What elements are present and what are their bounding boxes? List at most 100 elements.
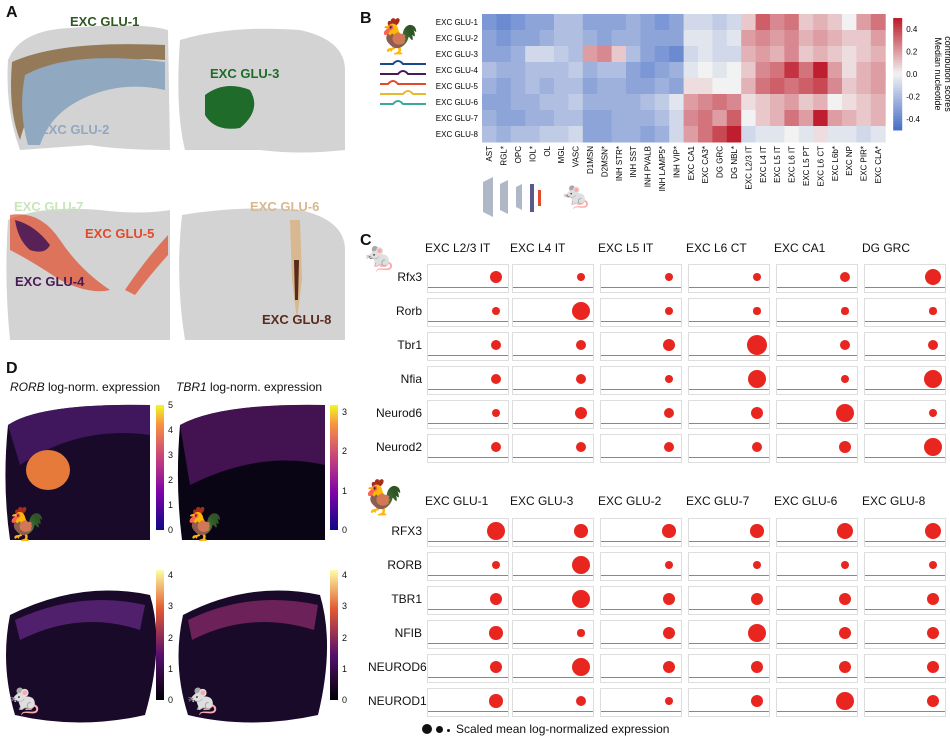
heatmap-cell [698,78,713,95]
heatmap-cell [568,14,584,31]
expression-dot [663,441,675,453]
heatmap-cell [712,30,728,47]
colorbar-segment [893,88,903,92]
colorbar-tick-d: 1 [342,663,348,674]
rorb-title: RORB log-norm. expression [10,380,161,394]
heatmap-cell [798,62,814,79]
motif-tile [427,298,509,327]
heatmap-cell [798,94,814,111]
heatmap-cell [582,62,598,79]
heatmap-col-label: EXC L5 IT [773,146,782,183]
colorbar-segment [893,51,903,55]
motif-tile [776,518,858,547]
motif-tile [688,332,770,361]
heatmap-col-label: EXC L6 CT [816,146,825,187]
heatmap-col-label: IOL* [528,146,537,162]
colorbar-segment [893,104,903,109]
motif-tile [776,434,858,463]
tf-label: Tbr1 [397,338,422,352]
heatmap-cell [770,94,785,111]
tile-baseline [865,287,945,288]
motif-tile [864,400,946,429]
heatmap-cell [798,110,814,127]
motif-tile [776,366,858,395]
heatmap-cell [741,62,757,79]
panel-label-b: B [360,10,372,27]
tile-baseline [428,423,508,424]
colorbar-tick-d: 3 [342,407,348,417]
heatmap-cell [539,46,555,63]
heatmap-cell [813,110,829,127]
heatmap-cell [698,30,713,47]
motif-tile [512,264,594,293]
heatmap-col-label: INH SST [629,146,638,178]
heatmap-cell [640,62,656,79]
heatmap-cell [683,110,699,127]
heatmap-row-label: EXC GLU-7 [436,114,479,123]
tile-baseline [428,355,508,356]
tile-baseline [601,677,681,678]
panel-label-d: D [6,360,18,377]
heatmap-cell [654,94,670,111]
heatmap-cell [597,62,613,79]
panel-label-c: C [360,232,372,249]
motif-tile [688,688,770,717]
heatmap-col-label: EXC L4 IT [759,146,768,183]
colorbar-segment [893,76,903,81]
motif-tile [600,518,682,547]
motif-tile [776,332,858,361]
celltype-header: EXC CA1 [774,241,826,255]
heatmap-cell [842,126,857,143]
motif-tile [512,688,594,717]
colorbar-segment [893,102,903,106]
label-glu3: EXC GLU-3 [210,66,280,81]
tf-label: Neurod2 [375,440,422,454]
heatmap-cell [525,126,541,143]
heatmap-col-label: INH PVALB [644,146,653,187]
heatmap-cell [669,126,685,143]
expression-dot [747,335,767,355]
expression-dot [664,306,674,316]
motif-tile [600,434,682,463]
tile-baseline [428,711,508,712]
heatmap-cell [827,110,843,127]
expression-dot [927,593,939,605]
heatmap-cell [525,110,541,127]
tile-baseline [601,423,681,424]
colorbar-segment [893,18,903,22]
heatmap-cell [568,46,584,63]
tile-baseline [777,711,857,712]
heatmap-cell [741,14,757,31]
tile-baseline [513,541,593,542]
heatmap-cell [712,78,728,95]
expression-dot [747,623,767,643]
heatmap-row-label: EXC GLU-5 [436,82,479,91]
tile-baseline [777,423,857,424]
heatmap-cell [712,14,728,31]
tile-baseline [513,287,593,288]
heatmap-col-label: EXC L6b* [831,146,840,181]
celltype-header: EXC L4 IT [510,241,566,255]
motif-tile [427,332,509,361]
colorbar-segment [893,60,903,64]
heatmap-cell [582,30,598,47]
heatmap-cell [827,30,843,47]
colorbar-segment [893,40,903,44]
colorbar-segment [893,82,903,86]
tile-baseline [601,321,681,322]
heatmap-cell [496,62,512,79]
tf-label: RORB [387,558,422,572]
expression-dot [574,524,588,538]
heatmap-cell [654,62,670,79]
heatmap-cell [640,78,656,95]
motif-tile [776,688,858,717]
expression-dot [662,524,676,538]
colorbar-segment [893,57,903,61]
colorbar-segment [893,71,903,75]
tile-baseline [689,321,769,322]
colorbar-tick-d: 5 [168,400,174,410]
colorbar-segment [893,54,903,58]
colorbar-tick-d: 4 [342,570,348,580]
colorbar-segment [893,116,903,120]
heatmap-cell [683,14,699,31]
